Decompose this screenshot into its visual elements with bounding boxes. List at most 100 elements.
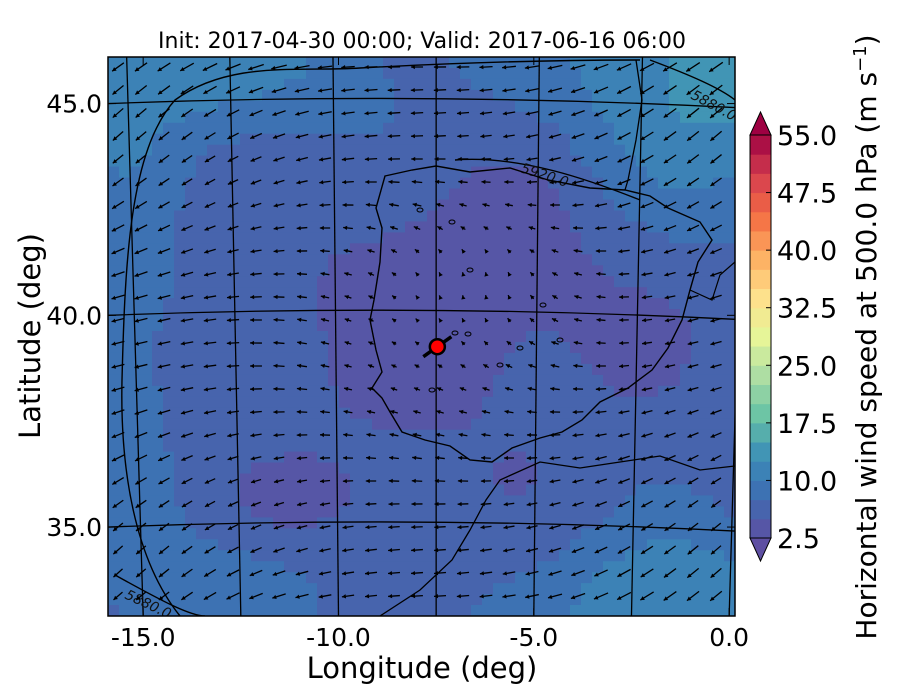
wind-arrow-head xyxy=(484,295,489,300)
wind-arrow-head xyxy=(640,158,646,163)
field-cell xyxy=(702,473,714,486)
field-cell xyxy=(361,309,373,321)
field-cell xyxy=(581,462,593,475)
field-cell xyxy=(691,210,703,223)
field-cell xyxy=(614,572,626,584)
wind-arrow-head xyxy=(710,204,715,209)
field-cell xyxy=(548,363,560,376)
field-cell xyxy=(482,100,494,113)
field-cell xyxy=(240,407,252,420)
field-cell xyxy=(383,89,395,102)
field-cell xyxy=(152,210,164,223)
field-cell xyxy=(207,287,219,299)
field-cell xyxy=(548,342,560,354)
field-cell xyxy=(361,462,373,475)
wind-arrow-head xyxy=(618,503,623,507)
field-cell xyxy=(669,210,681,223)
field-cell xyxy=(724,484,735,497)
field-cell xyxy=(141,440,153,453)
wind-arrow-head xyxy=(249,112,255,117)
field-cell xyxy=(625,473,637,486)
field-cell xyxy=(614,78,626,91)
wind-arrow-head xyxy=(641,503,646,508)
field-cell xyxy=(416,605,428,616)
wind-arrow-head xyxy=(663,90,668,95)
field-cell xyxy=(361,594,373,606)
wind-arrow-head xyxy=(389,202,394,207)
wind-arrow-head xyxy=(158,227,163,232)
field-cell xyxy=(482,506,494,518)
x-axis-ticks: -15.0 -10.0 -5.0 0.0 xyxy=(111,57,749,652)
field-cell xyxy=(658,155,670,168)
field-cell xyxy=(647,385,659,398)
field-cell xyxy=(185,89,197,102)
field-cell xyxy=(185,605,197,616)
field-cell xyxy=(559,572,571,584)
field-cell xyxy=(196,57,208,69)
field-cell xyxy=(724,177,735,190)
wind-arrow-head xyxy=(112,113,118,118)
wind-arrow-head xyxy=(134,318,139,323)
wind-arrow-head xyxy=(226,295,232,300)
field-cell xyxy=(449,462,461,475)
wind-arrow-head xyxy=(524,65,530,70)
field-cell xyxy=(240,331,252,343)
field-cell xyxy=(229,68,241,80)
field-cell xyxy=(702,451,714,464)
field-cell xyxy=(218,68,230,80)
field-cell xyxy=(185,287,197,299)
field-cell xyxy=(438,243,450,255)
field-cell xyxy=(537,57,549,69)
field-cell xyxy=(339,133,351,146)
field-cell xyxy=(515,495,527,507)
field-cell xyxy=(196,254,208,266)
field-cell xyxy=(185,352,197,365)
field-cell xyxy=(603,506,615,518)
field-cell xyxy=(548,100,560,113)
field-cell xyxy=(372,122,384,135)
y-tick-label: 40.0 xyxy=(46,301,102,330)
wind-arrow-head xyxy=(135,181,140,186)
wind-arrow-head xyxy=(456,571,462,576)
field-cell xyxy=(592,89,604,102)
field-cell xyxy=(284,506,296,518)
field-cell xyxy=(702,374,714,387)
field-cell xyxy=(713,232,725,244)
field-cell xyxy=(185,331,197,343)
field-cell xyxy=(207,396,219,409)
field-cell xyxy=(207,144,219,157)
field-cell xyxy=(570,396,582,409)
wind-arrow-head xyxy=(181,135,187,140)
field-cell xyxy=(339,309,351,321)
field-cell xyxy=(416,550,428,562)
field-cell xyxy=(262,221,274,233)
field-cell xyxy=(669,144,681,157)
wind-arrow-head xyxy=(503,502,508,507)
field-cell xyxy=(295,495,307,507)
field-cell xyxy=(262,166,274,179)
field-cell xyxy=(515,155,527,168)
field-cell xyxy=(350,572,362,584)
field-cell xyxy=(702,276,714,288)
field-cell xyxy=(152,199,164,212)
field-cell xyxy=(185,462,197,475)
field-cell xyxy=(317,287,329,299)
wind-arrow-head xyxy=(663,136,669,141)
field-cell xyxy=(218,539,230,551)
field-cell xyxy=(108,418,120,431)
field-cell xyxy=(328,418,340,431)
field-cell xyxy=(460,561,472,573)
field-cell xyxy=(570,342,582,354)
wind-arrow-head xyxy=(640,136,646,141)
field-cell xyxy=(262,396,274,409)
field-cell xyxy=(394,254,406,266)
wind-arrow-head xyxy=(687,526,693,531)
field-cell xyxy=(130,254,142,266)
field-cell xyxy=(273,188,285,201)
field-cell xyxy=(702,396,714,409)
wind-arrow-head xyxy=(456,111,462,116)
field-cell xyxy=(548,144,560,157)
field-cell xyxy=(284,265,296,277)
wind-arrow-head xyxy=(297,317,302,323)
field-cell xyxy=(537,111,549,124)
